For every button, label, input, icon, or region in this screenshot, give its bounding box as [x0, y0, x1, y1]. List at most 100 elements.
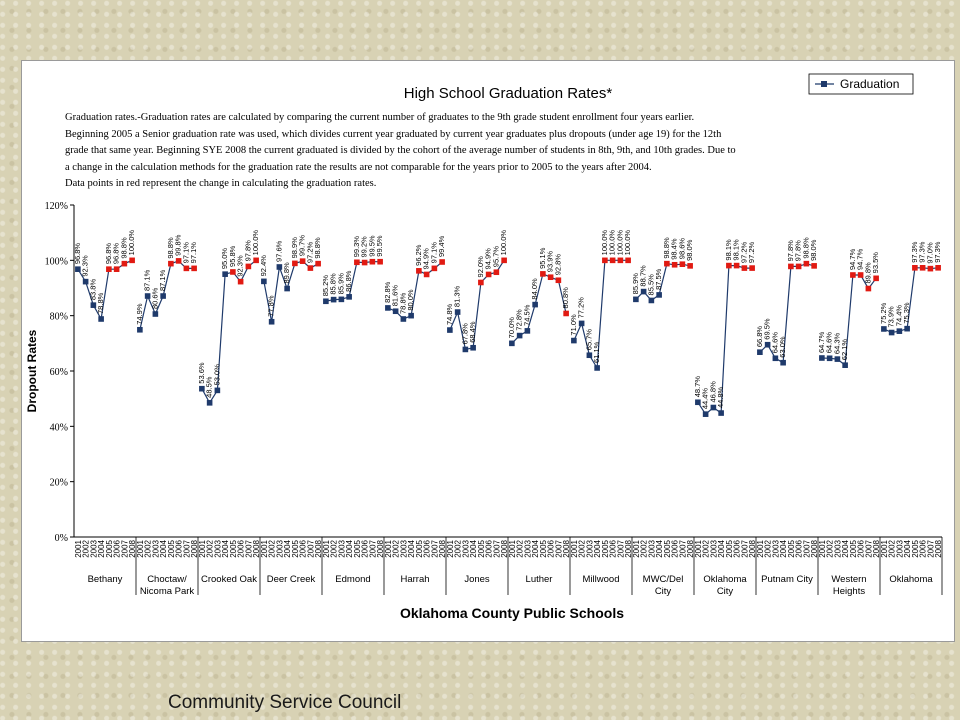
- group-label: Heights: [833, 586, 865, 597]
- data-point: [307, 265, 314, 271]
- x-tick-label: 2005: [291, 539, 300, 557]
- group-label: Crooked Oak: [201, 574, 257, 585]
- x-tick-label: 2008: [190, 539, 199, 557]
- data-point: [702, 411, 709, 417]
- data-label: 65.7%: [584, 329, 593, 351]
- x-tick-label: 2007: [492, 539, 501, 557]
- x-tick-label: 2008: [438, 539, 447, 557]
- x-tick-label: 2005: [415, 539, 424, 557]
- data-point: [594, 365, 600, 371]
- data-label: 98.0%: [809, 239, 818, 261]
- data-label: 95.8%: [228, 245, 237, 267]
- data-label: 95.1%: [538, 247, 547, 269]
- x-tick-label: 2002: [144, 539, 153, 557]
- data-label: 64.6%: [825, 332, 834, 354]
- data-point: [671, 261, 678, 268]
- x-tick-label: 2005: [787, 539, 796, 557]
- x-tick-label: 2007: [616, 539, 625, 557]
- x-tick-label: 2003: [833, 539, 842, 557]
- data-point: [183, 265, 190, 272]
- data-label: 85.2%: [321, 275, 330, 297]
- data-label: 67.8%: [460, 323, 469, 345]
- data-point: [586, 352, 593, 359]
- x-tick-label: 2003: [461, 539, 470, 557]
- data-point: [803, 260, 810, 267]
- data-label: 97.1%: [181, 242, 190, 264]
- data-point: [478, 279, 484, 286]
- group-label: MWC/Del: [643, 574, 684, 585]
- x-tick-label: 2006: [609, 539, 618, 557]
- x-tick-label: 2005: [601, 539, 610, 557]
- data-label: 77.2%: [577, 297, 586, 319]
- data-label: 70.0%: [507, 317, 516, 339]
- data-label: 44.4%: [701, 388, 710, 410]
- x-tick-label: 2008: [314, 539, 323, 557]
- group-label: Millwood: [583, 574, 620, 585]
- x-tick-label: 2002: [578, 539, 587, 557]
- data-point: [299, 258, 306, 264]
- data-label: 85.9%: [336, 273, 345, 295]
- data-label: 94.7%: [856, 248, 865, 270]
- x-tick-label: 2005: [167, 539, 176, 557]
- data-label: 48.7%: [693, 376, 702, 398]
- x-tick-label: 2002: [206, 539, 215, 557]
- x-tick-label: 2002: [640, 539, 649, 557]
- x-tick-label: 2008: [376, 539, 385, 557]
- x-tick-label: 2001: [694, 539, 703, 557]
- data-point: [385, 305, 391, 311]
- data-point: [865, 285, 872, 292]
- data-label: 69.5%: [763, 318, 772, 340]
- data-point: [501, 257, 507, 264]
- x-tick-label: 2001: [632, 539, 641, 557]
- data-label: 98.1%: [724, 239, 733, 261]
- data-label: 92.0%: [476, 256, 485, 278]
- x-tick-label: 2007: [430, 539, 439, 557]
- data-point: [338, 296, 345, 303]
- data-label: 98.0%: [685, 239, 694, 261]
- data-point: [547, 274, 554, 281]
- data-label: 44.8%: [716, 386, 725, 408]
- x-tick-label: 2004: [159, 539, 168, 557]
- data-label: 82.8%: [383, 281, 392, 303]
- x-tick-label: 2004: [283, 539, 292, 557]
- data-point: [695, 399, 701, 406]
- data-label: 99.5%: [367, 235, 376, 257]
- data-label: 97.6%: [274, 240, 283, 262]
- data-point: [315, 260, 321, 267]
- data-point: [82, 278, 89, 285]
- x-tick-label: 2008: [128, 539, 137, 557]
- x-tick-label: 2001: [880, 539, 889, 557]
- data-label: 100.0%: [499, 230, 508, 256]
- description-text: Graduation rates.-Graduation rates are c…: [65, 112, 736, 189]
- data-point: [617, 257, 624, 264]
- data-point: [113, 266, 120, 272]
- data-point: [826, 355, 833, 362]
- y-tick-label: 0%: [55, 533, 68, 544]
- data-point: [509, 340, 515, 347]
- legend-label: Graduation: [840, 77, 899, 91]
- x-tick-label: 2007: [368, 539, 377, 557]
- data-point: [346, 294, 352, 300]
- group-label: Luther: [526, 574, 553, 585]
- x-tick-label: 2001: [818, 539, 827, 557]
- data-label: 83.8%: [88, 279, 97, 301]
- data-label: 63.0%: [778, 336, 787, 358]
- data-label: 85.8%: [329, 273, 338, 295]
- x-tick-label: 2007: [926, 539, 935, 557]
- data-point: [888, 329, 895, 336]
- data-point: [361, 259, 368, 266]
- data-label: 97.8%: [794, 240, 803, 262]
- data-point: [927, 265, 934, 272]
- data-label: 86.8%: [344, 270, 353, 292]
- legend-box: [808, 73, 914, 95]
- data-label: 99.3%: [352, 236, 361, 258]
- data-point: [214, 387, 221, 394]
- x-tick-label: 2004: [593, 539, 602, 557]
- data-point: [292, 260, 298, 267]
- data-label: 89.8%: [863, 262, 872, 284]
- x-tick-label: 2004: [531, 539, 540, 557]
- data-label: 97.3%: [918, 241, 927, 263]
- data-point: [206, 400, 213, 406]
- data-point: [733, 262, 740, 269]
- data-label: 97.2%: [747, 241, 756, 263]
